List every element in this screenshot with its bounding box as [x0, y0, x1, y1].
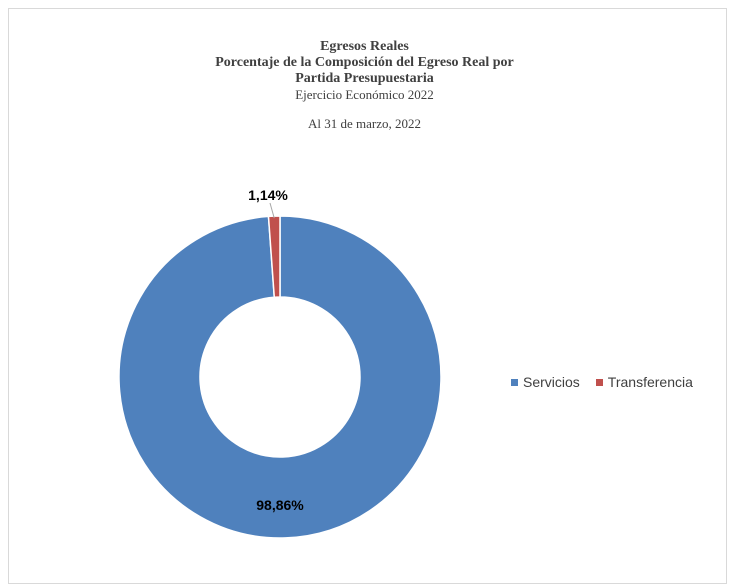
- chart-title: Egresos Reales: [320, 39, 409, 54]
- chart-titles: Egresos Reales Porcentaje de la Composic…: [0, 39, 729, 131]
- data-label-transferencia: 1,14%: [248, 187, 288, 203]
- leader-line-transferencia: [269, 202, 275, 219]
- legend-label-transferencia: Transferencia: [607, 374, 693, 390]
- slice-transferencia: [267, 215, 281, 299]
- data-label-servicios: 98,86%: [256, 497, 304, 513]
- legend: Servicios Transferencia: [511, 374, 709, 390]
- legend-swatch-servicios: [511, 378, 518, 386]
- legend-item-transferencia: Transferencia: [595, 374, 693, 390]
- chart-subtitle-line-2: Partida Presupuestaria: [295, 71, 434, 86]
- chart-date-label: Al 31 de marzo, 2022: [307, 116, 421, 131]
- legend-item-servicios: Servicios: [511, 374, 580, 390]
- legend-label-servicios: Servicios: [523, 374, 580, 390]
- data-labels-group: 98,86% 1,14%: [248, 187, 304, 513]
- chart-subtitle-year: Ejercicio Económico 2022: [295, 87, 434, 102]
- slice-servicios: [118, 215, 442, 539]
- slices-group: [118, 215, 442, 539]
- chart-subtitle-line-1: Porcentaje de la Composición del Egreso …: [215, 55, 514, 70]
- legend-swatch-transferencia: [595, 378, 603, 386]
